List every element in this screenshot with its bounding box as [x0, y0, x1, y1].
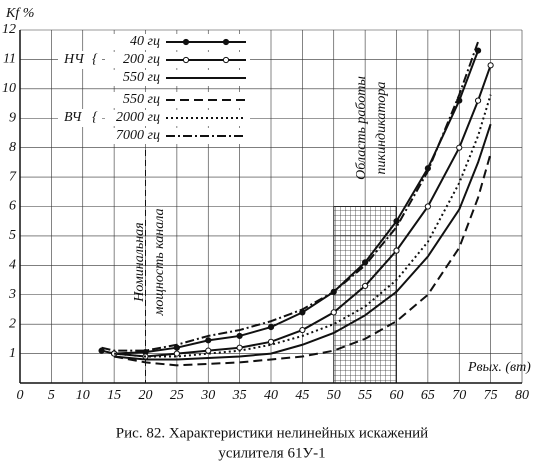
point — [362, 282, 369, 290]
y-tick-label: 10 — [2, 81, 16, 96]
legend-group: ВЧ — [64, 110, 83, 125]
x-axis-label: Pвых. (вт) — [467, 360, 531, 375]
series-line — [101, 41, 480, 352]
series-line — [114, 123, 492, 361]
x-tick-label: 35 — [232, 388, 247, 403]
x-tick-label: 50 — [327, 388, 341, 403]
point — [173, 350, 180, 357]
legend-bg — [58, 109, 102, 127]
caption: Рис. 82. Характеристики нелинейных искаж… — [116, 425, 428, 441]
y-tick-label: 6 — [9, 199, 16, 214]
legend-marker — [182, 56, 190, 64]
legend-group: НЧ — [63, 52, 85, 67]
legend-label: 200 гц — [123, 52, 160, 67]
x-tick-label: 60 — [390, 388, 404, 403]
annotation: пикиндикатора — [374, 82, 389, 175]
legend-label: 40 гц — [130, 34, 160, 49]
point — [236, 332, 243, 340]
point — [424, 203, 431, 210]
x-tick-label: 25 — [170, 388, 184, 403]
x-tick-label: 5 — [48, 388, 55, 403]
annotation: мощность канала — [152, 208, 167, 316]
point — [267, 338, 275, 345]
legend-marker — [222, 38, 230, 46]
point — [299, 326, 306, 334]
point — [267, 324, 275, 331]
annotation: Область работы — [354, 76, 369, 180]
legend-bg — [105, 92, 250, 108]
y-tick-label: 8 — [9, 140, 16, 155]
series-line — [114, 64, 492, 358]
legend-brace: { — [92, 52, 98, 67]
legend-bg — [105, 128, 250, 144]
legend-marker — [182, 38, 190, 46]
x-tick-label: 15 — [107, 388, 121, 403]
y-tick-label: 2 — [9, 316, 16, 331]
point — [393, 247, 400, 254]
point — [456, 97, 463, 104]
legend-label: 550 гц — [123, 70, 160, 85]
y-tick-label: 11 — [3, 52, 16, 67]
point — [236, 344, 243, 351]
legend-brace: { — [92, 110, 98, 125]
y-tick-label: 9 — [9, 110, 16, 125]
legend-label: 2000 гц — [116, 110, 160, 125]
x-tick-label: 40 — [264, 388, 278, 403]
point — [205, 347, 212, 354]
y-tick-label: 4 — [9, 258, 16, 273]
series-line — [101, 50, 480, 355]
x-tick-label: 10 — [76, 388, 90, 403]
x-tick-label: 55 — [358, 388, 372, 403]
point — [205, 337, 212, 344]
y-axis-label: Kf % — [5, 6, 34, 21]
x-tick-label: 20 — [139, 388, 153, 403]
annotation: Номинальная — [132, 222, 147, 302]
y-tick-label: 7 — [9, 169, 17, 184]
y-tick-label: 5 — [9, 228, 16, 243]
series-line — [114, 94, 492, 358]
point — [474, 97, 482, 104]
y-tick-label: 12 — [2, 22, 16, 37]
point — [393, 218, 400, 225]
point — [330, 309, 337, 316]
y-tick-label: 3 — [8, 287, 16, 302]
x-tick-label: 30 — [200, 388, 215, 403]
legend-bg — [58, 51, 102, 69]
legend-label: 550 гц — [123, 92, 160, 107]
x-tick-label: 70 — [452, 388, 466, 403]
legend-marker — [222, 56, 230, 64]
y-tick-label: 1 — [9, 346, 16, 361]
x-tick-label: 0 — [17, 388, 24, 403]
series-line — [113, 153, 492, 367]
x-tick-label: 65 — [421, 388, 435, 403]
x-tick-label: 45 — [295, 388, 309, 403]
x-tick-label: 75 — [484, 388, 498, 403]
x-tick-label: 80 — [515, 388, 529, 403]
caption: усилителя 61У-1 — [218, 445, 325, 461]
legend-label: 7000 гц — [116, 128, 160, 143]
point — [487, 62, 494, 69]
point — [456, 144, 463, 151]
